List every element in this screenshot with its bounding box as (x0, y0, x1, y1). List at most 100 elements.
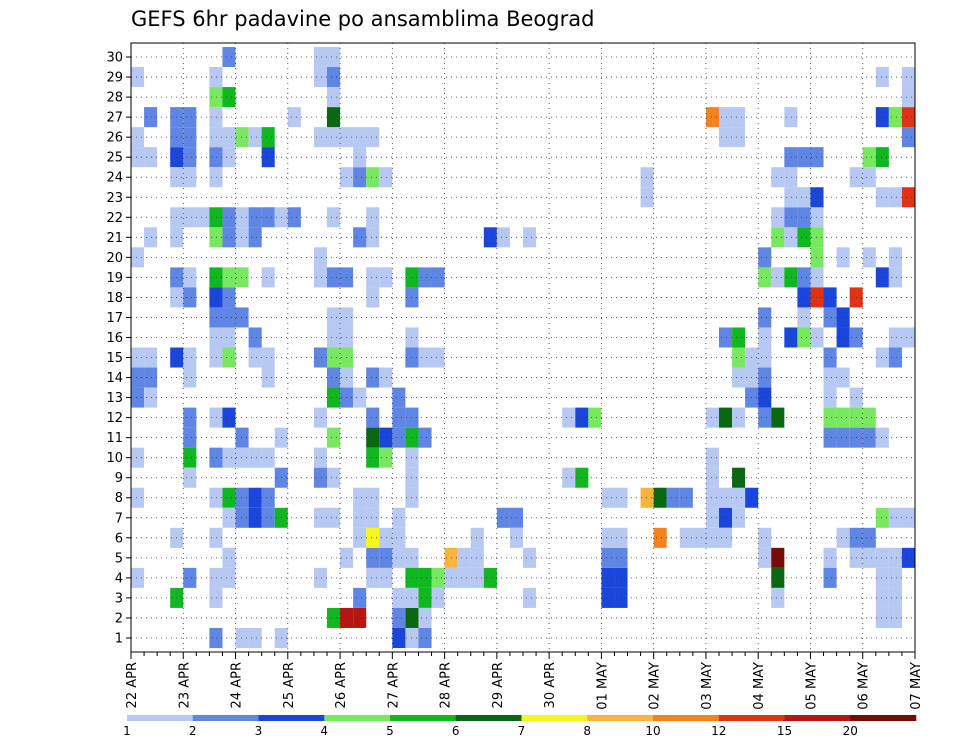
precip-cell (261, 507, 275, 528)
precip-cell (313, 247, 327, 268)
precip-cell (366, 207, 380, 228)
legend-label: 8 (583, 724, 591, 738)
x-tick-label: 24 APR (230, 662, 245, 708)
precip-cell (366, 527, 380, 548)
precip-cell (222, 487, 236, 508)
precip-cell (797, 207, 811, 228)
precip-cell (784, 227, 798, 248)
precip-cell (366, 127, 380, 148)
precip-cell (601, 527, 615, 548)
precip-cell (183, 367, 197, 388)
precip-cell (379, 527, 393, 548)
precip-cell (823, 347, 837, 368)
precip-cell (261, 127, 275, 148)
y-tick-label: 27 (106, 111, 123, 126)
precip-cell (732, 467, 746, 488)
precip-cell (209, 567, 223, 588)
precip-cell (222, 407, 236, 428)
precip-cell (771, 587, 785, 608)
precip-cell (222, 147, 236, 168)
y-tick-label: 24 (106, 171, 123, 186)
precip-cell (784, 207, 798, 228)
precip-cell (327, 207, 341, 228)
precip-cell (836, 327, 850, 348)
precip-cell (144, 367, 158, 388)
precip-cell (287, 207, 301, 228)
precip-cell (327, 367, 341, 388)
y-tick-label: 25 (106, 151, 123, 166)
precip-cell (327, 427, 341, 448)
precip-cell (131, 127, 145, 148)
precip-cell (862, 167, 876, 188)
precip-cell (771, 547, 785, 568)
x-axis: 22 APR 23 APR 24 APR 25 APR 26 APR 27 APR 28 A… (125, 652, 924, 710)
precip-cell (261, 147, 275, 168)
precip-cell (235, 307, 249, 328)
precip-cell (457, 567, 471, 588)
precip-cell (483, 227, 497, 248)
precip-cell (209, 107, 223, 128)
y-tick-label: 30 (106, 51, 123, 66)
precip-cell (875, 567, 889, 588)
precip-cell (875, 107, 889, 128)
legend-label: 5 (386, 724, 394, 738)
precip-cell (457, 547, 471, 568)
y-tick-label: 11 (106, 431, 123, 446)
legend-swatch (192, 715, 259, 721)
precip-cell (313, 127, 327, 148)
precip-cell (222, 267, 236, 288)
y-tick-label: 9 (115, 471, 123, 486)
precip-cell (183, 467, 197, 488)
precip-cell (705, 107, 719, 128)
precip-cell (353, 587, 367, 608)
precip-cell (222, 87, 236, 108)
precip-cell (313, 567, 327, 588)
precip-cell (719, 527, 733, 548)
precip-cell (823, 367, 837, 388)
legend-label: 1 (123, 724, 131, 738)
precip-cell (888, 587, 902, 608)
precip-cell (836, 427, 850, 448)
precip-cell (797, 267, 811, 288)
precip-cell (353, 607, 367, 628)
precip-cell (353, 527, 367, 548)
precip-cell (640, 167, 654, 188)
precip-cell (379, 427, 393, 448)
precip-cell (327, 67, 341, 88)
precip-cell (261, 347, 275, 368)
precip-cell (901, 127, 915, 148)
precip-cell (353, 487, 367, 508)
precip-cell (732, 327, 746, 348)
precip-cell (379, 267, 393, 288)
precip-cell (836, 527, 850, 548)
y-tick-label: 12 (106, 411, 123, 426)
precip-cell (901, 107, 915, 128)
precip-cell (183, 267, 197, 288)
precip-cell (222, 227, 236, 248)
precip-cell (379, 447, 393, 468)
precip-cell (209, 407, 223, 428)
precip-cell (209, 267, 223, 288)
precip-cell (209, 627, 223, 648)
precip-cell (692, 527, 706, 548)
precip-cell (823, 407, 837, 428)
grid-layer (131, 43, 916, 652)
precip-cell (523, 547, 537, 568)
precip-cell (601, 487, 615, 508)
legend-label: 10 (645, 724, 660, 738)
precip-cell (366, 427, 380, 448)
precip-cell (431, 347, 445, 368)
precip-cell (131, 487, 145, 508)
precip-cell (496, 227, 510, 248)
precip-cell (758, 527, 772, 548)
precip-cell (888, 267, 902, 288)
precip-cell (732, 367, 746, 388)
precip-cell (758, 307, 772, 328)
legend-swatch (455, 715, 522, 721)
precip-cell (222, 347, 236, 368)
precip-cell (470, 527, 484, 548)
x-tick-label: 28 APR (439, 662, 454, 708)
precip-cell (784, 267, 798, 288)
precip-cell (666, 487, 680, 508)
